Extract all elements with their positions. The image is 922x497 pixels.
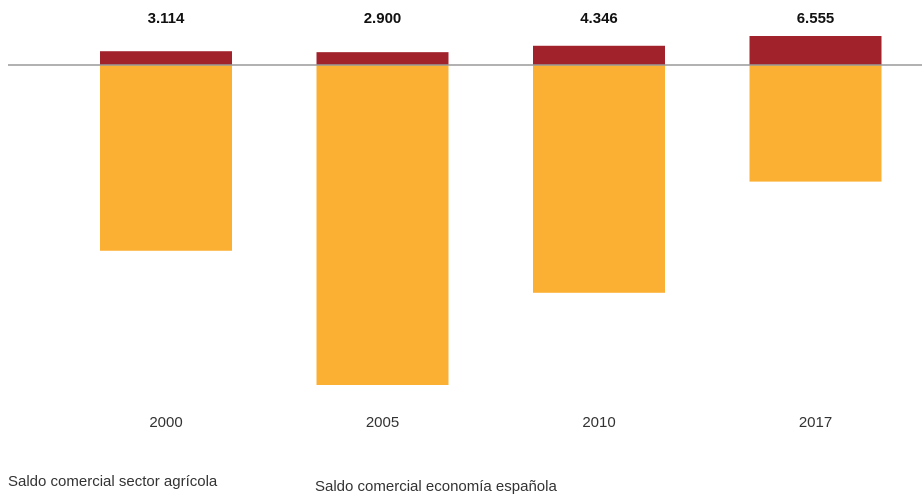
- tick-label-2017: 2017: [799, 414, 832, 431]
- economy-bar-2005: [316, 65, 449, 385]
- value-label-2010: 4.346: [580, 10, 618, 27]
- legend: Saldo comercial sector agrícola Saldo co…: [8, 473, 557, 495]
- tick-label-2005: 2005: [366, 414, 399, 431]
- economy-balance-bars: [100, 65, 882, 385]
- tick-label-2000: 2000: [149, 414, 182, 431]
- value-labels: 3.114 2.900 4.346 6.555: [148, 10, 835, 27]
- tick-label-2010: 2010: [582, 414, 615, 431]
- economy-bar-2000: [100, 65, 232, 251]
- agri-bar-2005: [316, 52, 449, 65]
- value-label-2000: 3.114: [148, 10, 185, 27]
- legend-item-economy: Saldo comercial economía española: [315, 478, 557, 495]
- economy-bar-2010: [533, 65, 665, 293]
- value-label-2005: 2.900: [364, 10, 402, 27]
- agri-balance-bars: [100, 36, 882, 65]
- agri-bar-2017: [749, 36, 882, 65]
- agri-bar-2000: [100, 51, 232, 65]
- legend-item-agri: Saldo comercial sector agrícola: [8, 473, 218, 490]
- agri-bar-2010: [533, 45, 665, 65]
- value-label-2017: 6.555: [797, 10, 835, 27]
- x-axis-tick-labels: 2000 2005 2010 2017: [149, 414, 832, 431]
- economy-bar-2017: [749, 65, 882, 182]
